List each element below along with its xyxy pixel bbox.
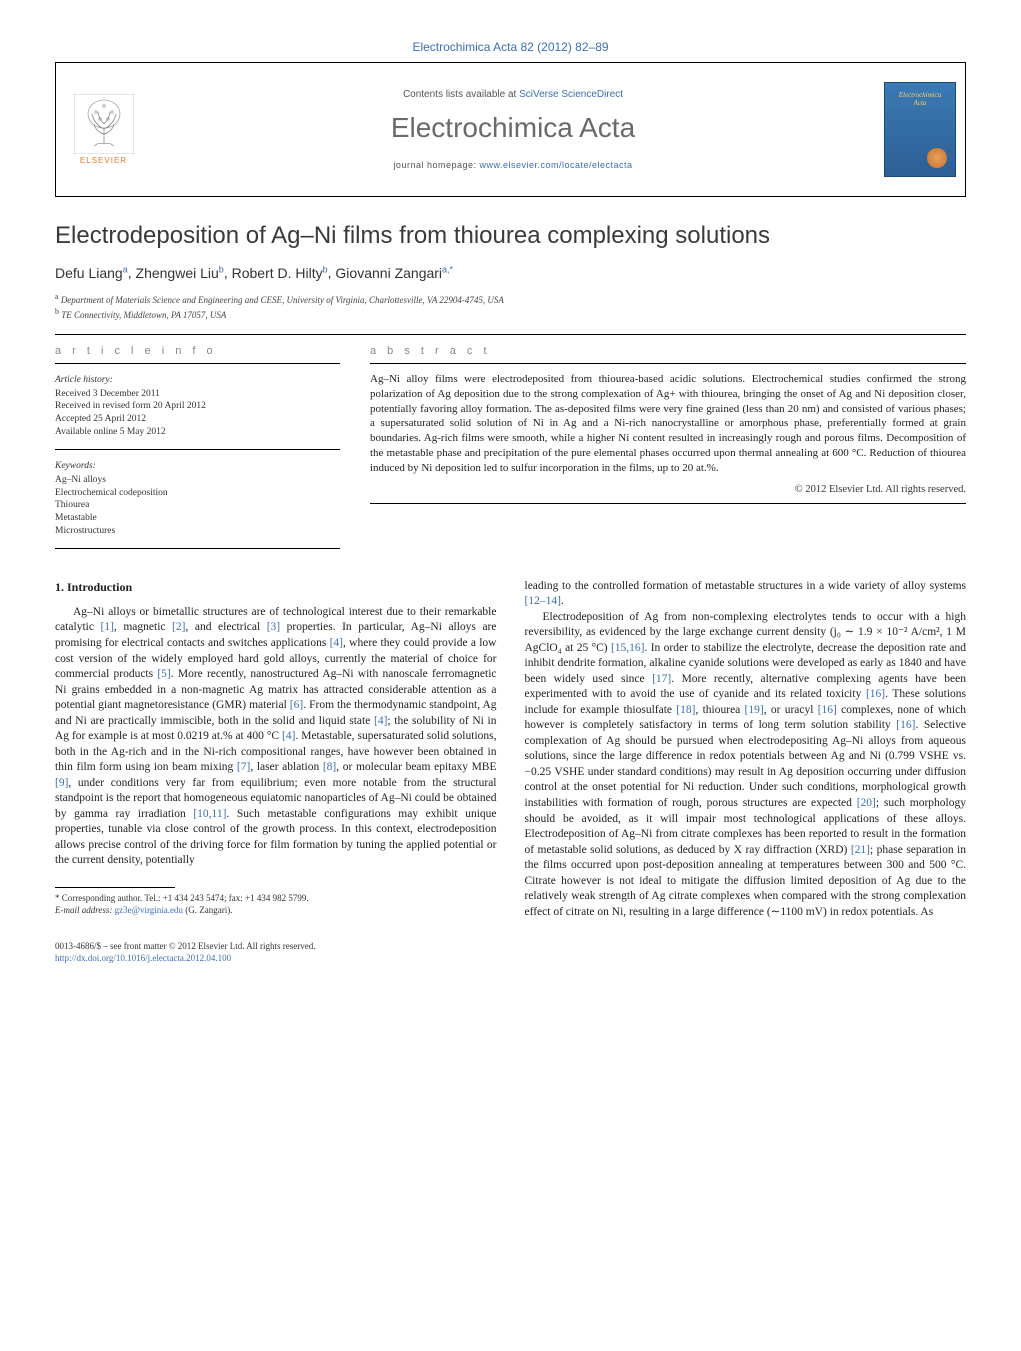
history-online: Available online 5 May 2012 — [55, 426, 340, 439]
body-two-column: 1. Introduction Ag–Ni alloys or bimetall… — [55, 579, 966, 920]
article-info-heading: a r t i c l e i n f o — [55, 335, 340, 364]
corresponding-email[interactable]: gz3e@virginia.edu — [115, 905, 183, 915]
keyword-2: Electrochemical codeposition — [55, 487, 340, 500]
corresponding-author-note: * Corresponding author. Tel.: +1 434 243… — [55, 892, 497, 917]
footnote-divider — [55, 887, 175, 888]
journal-reference: Electrochimica Acta 82 (2012) 82–89 — [55, 40, 966, 54]
keyword-4: Metastable — [55, 512, 340, 525]
journal-cover-thumbnail: Electrochimica Acta — [884, 82, 956, 177]
affiliation-b: b TE Connectivity, Middletown, PA 17057,… — [55, 306, 966, 322]
intro-paragraph-1: Ag–Ni alloys or bimetallic structures ar… — [55, 605, 497, 869]
contents-prefix: Contents lists available at — [403, 89, 519, 100]
body-column-right: leading to the controlled formation of m… — [525, 579, 967, 920]
author-2: Zhengwei Liub — [136, 265, 224, 281]
journal-name: Electrochimica Acta — [391, 112, 635, 144]
cover-title-line1: Electrochimica — [899, 91, 942, 99]
elsevier-logo: ELSEVIER — [66, 87, 141, 172]
homepage-link[interactable]: www.elsevier.com/locate/electacta — [480, 160, 633, 170]
history-revised: Received in revised form 20 April 2012 — [55, 400, 340, 413]
keywords-label: Keywords: — [55, 460, 340, 473]
cover-graphic-icon — [927, 148, 947, 168]
keyword-5: Microstructures — [55, 525, 340, 538]
journal-header-box: ELSEVIER Contents lists available at Sci… — [55, 62, 966, 197]
journal-header-center: Contents lists available at SciVerse Sci… — [151, 63, 875, 196]
affiliation-a: a Department of Materials Science and En… — [55, 291, 966, 307]
contents-available-line: Contents lists available at SciVerse Sci… — [403, 89, 623, 100]
intro-paragraph-2: Electrodeposition of Ag from non-complex… — [525, 610, 967, 920]
author-3: Robert D. Hiltyb — [232, 265, 328, 281]
abstract-copyright: © 2012 Elsevier Ltd. All rights reserved… — [370, 484, 966, 495]
abstract-heading: a b s t r a c t — [370, 335, 966, 364]
abstract-column: a b s t r a c t Ag–Ni alloy films were e… — [370, 335, 966, 549]
issn-copyright-line: 0013-4686/$ – see front matter © 2012 El… — [55, 940, 966, 952]
keyword-1: Ag–Ni alloys — [55, 474, 340, 487]
body-column-left: 1. Introduction Ag–Ni alloys or bimetall… — [55, 579, 497, 920]
article-title: Electrodeposition of Ag–Ni films from th… — [55, 222, 966, 250]
doi-link[interactable]: http://dx.doi.org/10.1016/j.electacta.20… — [55, 953, 231, 963]
section-1-heading: 1. Introduction — [55, 579, 497, 595]
abstract-text: Ag–Ni alloy films were electrodeposited … — [370, 372, 966, 476]
doi-line: http://dx.doi.org/10.1016/j.electacta.20… — [55, 952, 966, 964]
intro-paragraph-1-cont: leading to the controlled formation of m… — [525, 579, 967, 610]
article-history-label: Article history: — [55, 374, 340, 387]
keyword-3: Thiourea — [55, 499, 340, 512]
elsevier-tree-icon — [74, 94, 134, 154]
cover-title-line2: Acta — [914, 99, 927, 107]
journal-homepage-line: journal homepage: www.elsevier.com/locat… — [393, 160, 632, 170]
corresponding-email-line: E-mail address: gz3e@virginia.edu (G. Za… — [55, 904, 497, 917]
publisher-logo-cell: ELSEVIER — [56, 63, 151, 196]
author-list: Defu Lianga, Zhengwei Liub, Robert D. Hi… — [55, 264, 966, 281]
homepage-prefix: journal homepage: — [393, 160, 479, 170]
info-bottom-divider — [55, 548, 340, 549]
history-accepted: Accepted 25 April 2012 — [55, 413, 340, 426]
abstract-bottom-divider — [370, 503, 966, 504]
article-info-column: a r t i c l e i n f o Article history: R… — [55, 335, 340, 549]
journal-cover-cell: Electrochimica Acta — [875, 63, 965, 196]
article-history-block: Article history: Received 3 December 201… — [55, 374, 340, 538]
corresponding-line: * Corresponding author. Tel.: +1 434 243… — [55, 892, 497, 905]
elsevier-wordmark: ELSEVIER — [80, 156, 127, 165]
page-footer: 0013-4686/$ – see front matter © 2012 El… — [55, 940, 966, 964]
sciencedirect-link[interactable]: SciVerse ScienceDirect — [519, 89, 623, 100]
author-1: Defu Lianga — [55, 265, 128, 281]
keywords-divider — [55, 449, 340, 450]
author-4: Giovanni Zangaria,* — [335, 265, 453, 281]
affiliations: a Department of Materials Science and En… — [55, 291, 966, 322]
history-received: Received 3 December 2011 — [55, 388, 340, 401]
